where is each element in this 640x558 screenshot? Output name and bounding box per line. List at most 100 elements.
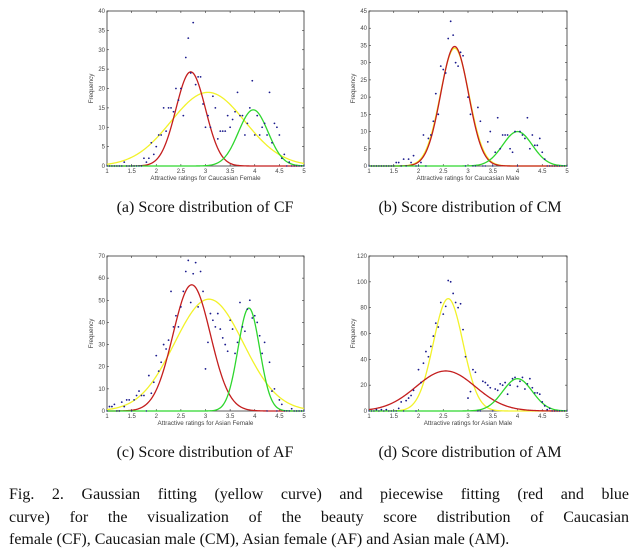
data-point <box>288 161 291 164</box>
y-tick-label: 30 <box>98 343 105 349</box>
data-point <box>437 326 440 328</box>
data-point <box>150 141 153 144</box>
data-point <box>494 151 497 154</box>
data-point <box>246 308 249 311</box>
data-point <box>454 61 457 64</box>
data-point <box>469 113 472 116</box>
y-tick-label: 5 <box>364 147 368 153</box>
data-point <box>123 161 126 164</box>
data-point <box>211 319 214 322</box>
data-point <box>266 410 268 412</box>
data-point <box>246 122 249 125</box>
y-tick-label: 0 <box>364 164 368 170</box>
data-point <box>524 388 526 390</box>
data-point <box>457 306 459 309</box>
figure-caption: Fig. 2. Gaussian fitting (yellow curve) … <box>9 484 629 552</box>
data-point <box>385 408 388 411</box>
data-point <box>258 134 261 136</box>
x-tick-label: 1.5 <box>127 169 136 175</box>
data-point <box>412 389 415 392</box>
data-point <box>300 165 303 167</box>
data-point <box>422 134 425 136</box>
data-point <box>536 392 539 394</box>
y-tick-label: 50 <box>98 298 105 304</box>
data-point <box>514 130 516 133</box>
data-point <box>138 390 140 392</box>
x-tick-label: 4.5 <box>275 169 284 175</box>
data-point <box>278 134 281 136</box>
data-point <box>420 381 422 384</box>
data-point <box>253 134 256 136</box>
data-point <box>434 322 437 325</box>
data-point <box>407 158 410 161</box>
data-point <box>303 410 305 412</box>
data-point <box>244 330 246 333</box>
data-point <box>388 165 390 167</box>
data-point <box>402 158 405 161</box>
data-point <box>479 410 482 412</box>
data-point <box>551 165 553 167</box>
data-point <box>184 56 187 59</box>
data-point <box>447 37 450 40</box>
data-point <box>160 361 163 364</box>
chart-d: 1 1.5 2 2.5 3 3.5 4 4.5 5 0 20 40 60 80 100 120 Attracti… <box>350 254 569 427</box>
data-point <box>303 165 305 167</box>
data-point <box>504 134 507 136</box>
data-point <box>219 328 222 330</box>
data-point <box>553 410 556 412</box>
data-point <box>118 165 121 167</box>
data-point <box>288 410 290 412</box>
caption-line: female (CF), Caucasian male (CM), Asian … <box>9 531 510 548</box>
data-point <box>182 114 185 117</box>
data-point <box>563 410 566 412</box>
x-tick-label: 2 <box>417 169 421 175</box>
data-point <box>486 384 489 387</box>
plot-area <box>106 10 305 167</box>
data-point <box>390 410 392 412</box>
chart-c: 1 1.5 2 2.5 3 3.5 4 4.5 5010203040506070Attracti… <box>88 254 306 427</box>
data-point <box>253 314 256 317</box>
x-tick-label: 5 <box>302 414 306 420</box>
data-point <box>248 106 251 109</box>
data-point <box>293 165 295 167</box>
yellow-fit-curve <box>106 91 305 165</box>
data-point <box>199 270 202 273</box>
x-tick-label: 2 <box>155 169 159 175</box>
data-point <box>113 165 116 167</box>
data-point <box>400 165 402 167</box>
x-axis-label: Attractive ratings for Caucasian Female <box>150 175 261 182</box>
data-point <box>509 384 511 387</box>
x-tick-label: 1.5 <box>127 414 136 420</box>
data-point <box>526 382 529 385</box>
y-tick-label: 40 <box>360 26 367 32</box>
data-point <box>189 72 192 74</box>
data-point <box>214 106 217 109</box>
data-point <box>388 410 390 412</box>
y-axis-label: Frequency <box>88 73 95 104</box>
data-point <box>295 165 298 167</box>
plot-area <box>368 255 568 412</box>
data-point <box>492 410 494 412</box>
data-point <box>370 410 373 412</box>
data-point <box>546 408 549 411</box>
data-point <box>226 350 229 353</box>
data-point <box>427 137 430 140</box>
data-point <box>533 392 536 394</box>
data-point <box>410 161 412 164</box>
green-fit-curve <box>369 378 568 412</box>
data-point <box>506 393 509 396</box>
data-point <box>467 397 469 399</box>
data-point <box>170 290 172 293</box>
data-point <box>563 165 566 167</box>
data-point <box>224 130 227 133</box>
data-point <box>489 386 492 389</box>
data-point <box>209 126 212 129</box>
data-point <box>204 368 207 370</box>
data-point <box>496 389 499 392</box>
data-point <box>118 410 121 412</box>
data-point <box>276 126 278 129</box>
y-tick-label: 0 <box>102 409 106 415</box>
data-point <box>258 334 261 337</box>
data-point <box>526 116 529 119</box>
